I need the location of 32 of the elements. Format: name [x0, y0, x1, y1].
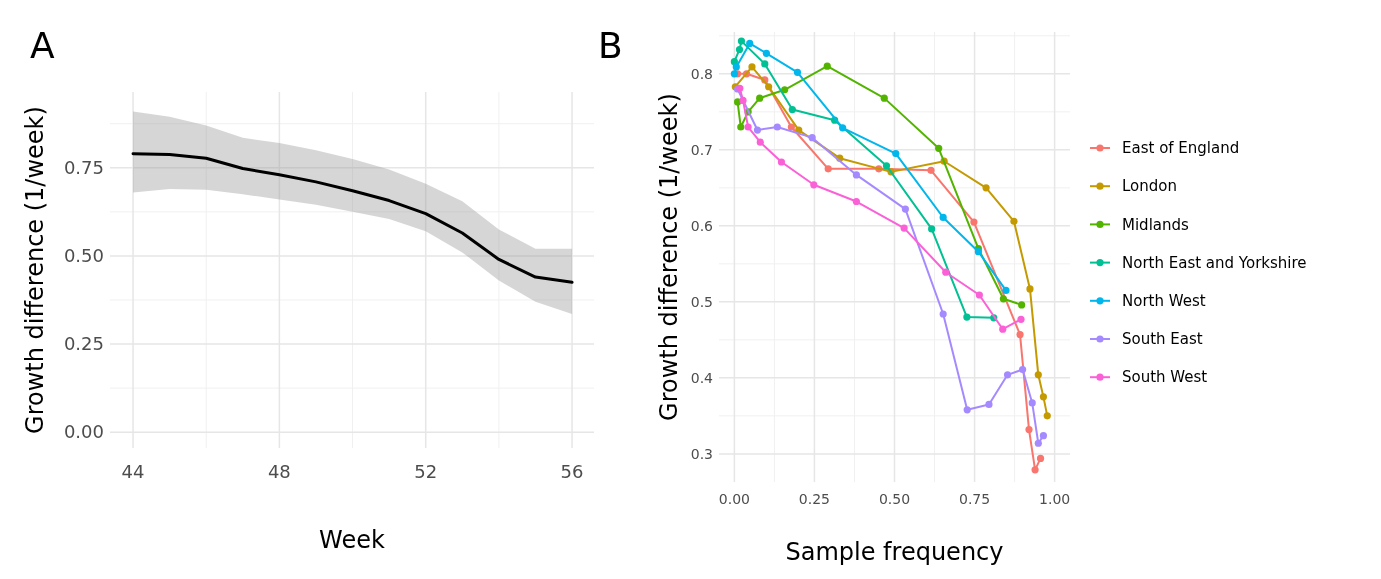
- x-tick-label: 0.00: [718, 491, 750, 507]
- x-tick-label: 0.50: [878, 491, 911, 507]
- y-tick-label: 0.00: [63, 421, 104, 443]
- x-axis-title: Week: [319, 526, 385, 554]
- legend-label: London: [1122, 177, 1177, 196]
- y-tick-label: 0.5: [690, 293, 713, 310]
- legend-label: East of England: [1122, 139, 1240, 158]
- y-tick-label: 0.50: [63, 245, 104, 267]
- x-axis-title: Sample frequency: [785, 538, 1004, 566]
- legend-label: North West: [1122, 292, 1206, 311]
- chart-title: B: [598, 25, 623, 66]
- chart-title: A: [30, 25, 55, 66]
- x-tick-label: 56: [560, 461, 584, 482]
- y-tick-label: 0.4: [690, 369, 714, 386]
- y-tick-label: 0.75: [63, 157, 104, 179]
- x-tick-label: 1.00: [1039, 491, 1071, 507]
- x-tick-label: 52: [414, 461, 438, 482]
- legend-label: South West: [1122, 368, 1208, 387]
- legend-label: South East: [1122, 330, 1203, 349]
- y-axis-title: Growth difference (1/week): [654, 93, 683, 421]
- x-tick-label: 0.25: [798, 491, 831, 507]
- y-axis-title: Growth difference (1/week): [20, 106, 49, 434]
- x-tick-label: 0.75: [958, 491, 991, 507]
- y-tick-label: 0.25: [63, 333, 104, 355]
- y-tick-label: 0.6: [690, 217, 714, 234]
- x-tick-label: 48: [267, 461, 291, 482]
- y-tick-label: 0.3: [690, 445, 713, 462]
- x-tick-label: 44: [121, 461, 145, 482]
- y-tick-label: 0.8: [690, 65, 713, 82]
- legend-label: Midlands: [1122, 215, 1190, 234]
- y-tick-label: 0.7: [690, 141, 713, 158]
- legend-label: North East and Yorkshire: [1122, 253, 1307, 272]
